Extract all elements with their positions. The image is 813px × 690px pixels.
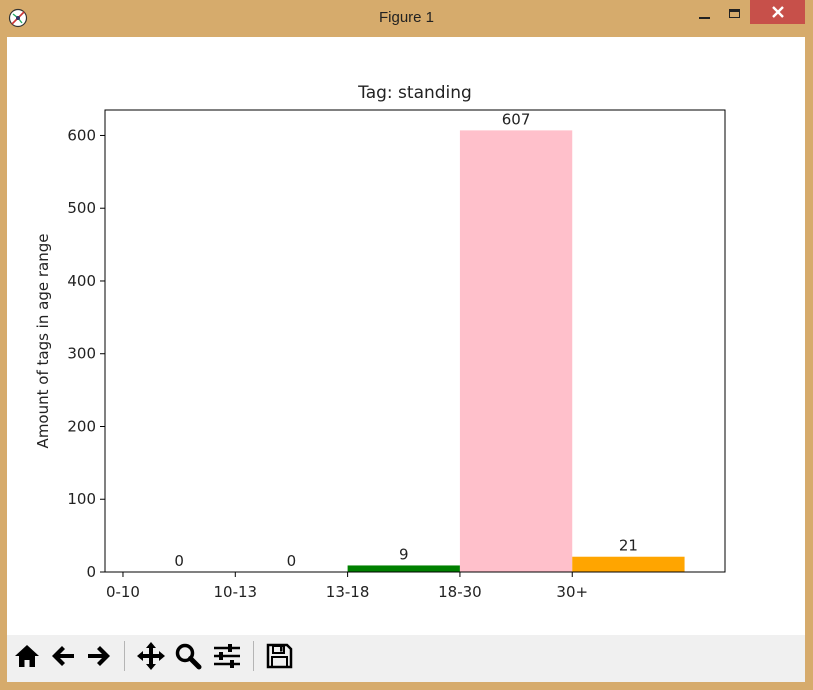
figure-canvas: 0 0 9 607 21 0 100 200 300 400 500 600 0-10 10-13 13… (7, 37, 805, 682)
bar-value-label: 9 (399, 545, 409, 563)
y-tick-label: 100 (67, 490, 96, 508)
x-tick-label: 18-30 (438, 583, 482, 601)
maximize-button[interactable] (720, 0, 748, 26)
configure-subplots-button[interactable] (210, 639, 243, 673)
forward-icon (87, 646, 110, 666)
y-tick-label: 500 (67, 199, 96, 217)
configure-subplots-icon (213, 644, 240, 668)
x-tick-label: 10-13 (213, 583, 257, 601)
navigation-toolbar (7, 635, 805, 682)
y-tick-label: 200 (67, 417, 96, 435)
home-button[interactable] (10, 639, 43, 673)
bar-13-18 (347, 565, 460, 572)
maximize-icon (728, 8, 740, 18)
plot-frame (104, 109, 726, 573)
toolbar-separator (124, 641, 125, 671)
close-button[interactable] (750, 0, 805, 24)
bar-value-label: 0 (287, 552, 297, 570)
back-button[interactable] (46, 639, 79, 673)
save-icon (266, 643, 292, 669)
zoom-button[interactable] (171, 639, 204, 673)
minimize-icon (698, 17, 710, 19)
zoom-icon (175, 643, 201, 670)
pan-button[interactable] (134, 639, 167, 673)
bar-value-label: 607 (502, 110, 531, 128)
y-axis-label: Amount of tags in age range (34, 234, 52, 449)
back-icon (51, 646, 74, 666)
y-tick-label: 0 (86, 563, 96, 581)
title-bar[interactable]: Figure 1 (0, 0, 813, 37)
y-tick-label: 300 (67, 345, 96, 363)
toolbar-separator (253, 641, 254, 671)
pan-icon (136, 642, 165, 670)
app-icon[interactable] (8, 8, 28, 28)
home-icon (14, 645, 39, 667)
window-title: Figure 1 (378, 9, 435, 26)
minimize-button[interactable] (690, 0, 718, 26)
close-icon (771, 6, 784, 18)
bar-value-label: 0 (174, 552, 184, 570)
save-button[interactable] (262, 639, 295, 673)
forward-button[interactable] (82, 639, 115, 673)
bar-value-label: 21 (619, 537, 638, 555)
bar-18-30 (459, 130, 573, 572)
chart-title: Tag: standing (357, 83, 472, 103)
plot-area (105, 110, 725, 572)
x-tick-label: 30+ (556, 583, 588, 601)
y-tick-label: 400 (67, 272, 96, 290)
y-tick-label: 600 (67, 126, 96, 144)
bar-chart: 0 0 9 607 21 0 100 200 300 400 500 600 0-10 10-13 13… (34, 83, 726, 601)
bar-30+ (572, 556, 685, 572)
x-tick-label: 13-18 (326, 583, 370, 601)
x-tick-label: 0-10 (106, 583, 140, 601)
